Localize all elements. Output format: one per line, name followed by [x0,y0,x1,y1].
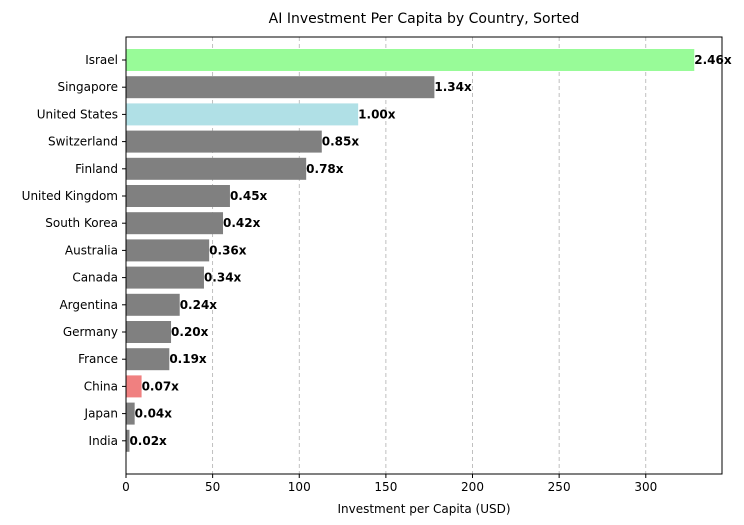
bar [126,185,230,207]
y-tick-label: South Korea [45,216,118,230]
bar [126,348,170,371]
data-labels: 2.46x 1.34x 1.00x 0.85x 0.78x 0.45x 0.42x 0.36x… [129,53,731,448]
bar [126,103,359,126]
bar [126,266,204,289]
bar [126,321,172,343]
y-tick-label: Switzerland [48,135,118,149]
bar [126,293,180,316]
data-label: 0.19x [169,352,207,366]
x-ticks: 0 50 100 150 200 250 300 [122,474,657,494]
y-tick-label: United Kingdom [22,189,118,203]
chart-title: AI Investment Per Capita by Country, Sor… [269,11,580,27]
x-tick-label: 150 [374,480,397,494]
data-label: 0.34x [204,271,242,285]
data-label: 0.78x [306,162,344,176]
bars [126,49,695,452]
data-label: 0.42x [223,216,261,230]
data-label: 1.34x [434,80,472,94]
y-tick-labels: Israel Singapore United States Switzerland F… [22,53,126,448]
bar [126,130,322,153]
y-tick-label: Australia [65,243,118,257]
x-tick-label: 100 [288,480,311,494]
x-tick-label: 250 [548,480,571,494]
y-tick-label: India [89,434,118,448]
y-tick-label: Germany [63,325,118,339]
bar [126,157,307,180]
y-tick-label: China [84,379,118,393]
y-tick-label: Japan [84,407,118,421]
bar [126,429,130,452]
data-label: 0.85x [322,135,360,149]
x-tick-label: 200 [461,480,484,494]
y-tick-label: France [78,352,118,366]
y-tick-label: United States [37,107,118,121]
plot-frame [125,36,723,475]
x-tick-label: 300 [634,480,657,494]
y-tick-label: Singapore [57,80,118,94]
bar [126,212,224,235]
data-label: 0.24x [180,298,218,312]
data-label: 0.02x [129,434,167,448]
data-label: 2.46x [694,53,732,67]
bar [126,76,435,99]
x-tick-label: 0 [122,480,130,494]
y-tick-label: Canada [72,271,118,285]
x-axis-label: Investment per Capita (USD) [337,502,510,516]
bar [126,49,695,71]
y-tick-label: Finland [75,162,118,176]
data-label: 0.04x [135,407,173,421]
bar [126,375,142,398]
y-tick-label: Argentina [59,298,118,312]
data-label: 0.20x [171,325,209,339]
bar [126,402,135,425]
data-label: 1.00x [358,107,396,121]
data-label: 0.07x [142,379,180,393]
y-tick-label: Israel [85,53,118,67]
bar [126,239,210,262]
data-label: 0.45x [230,189,268,203]
x-tick-label: 50 [205,480,220,494]
data-label: 0.36x [209,243,247,257]
